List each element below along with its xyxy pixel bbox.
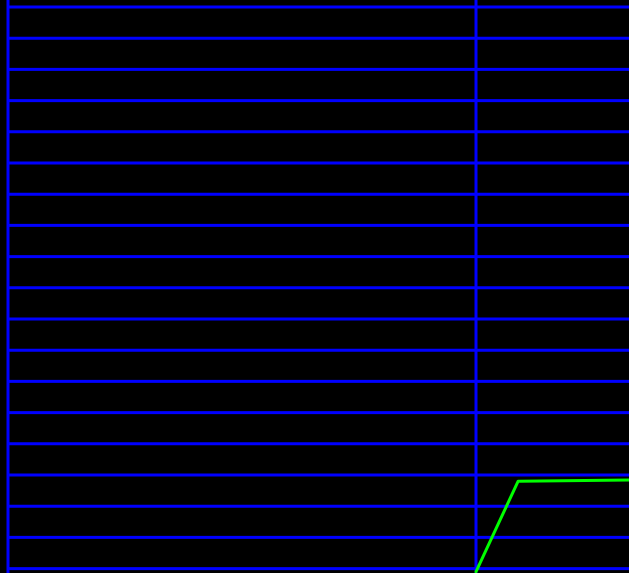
series-line-2 xyxy=(474,478,629,573)
grid-layer xyxy=(6,0,629,573)
